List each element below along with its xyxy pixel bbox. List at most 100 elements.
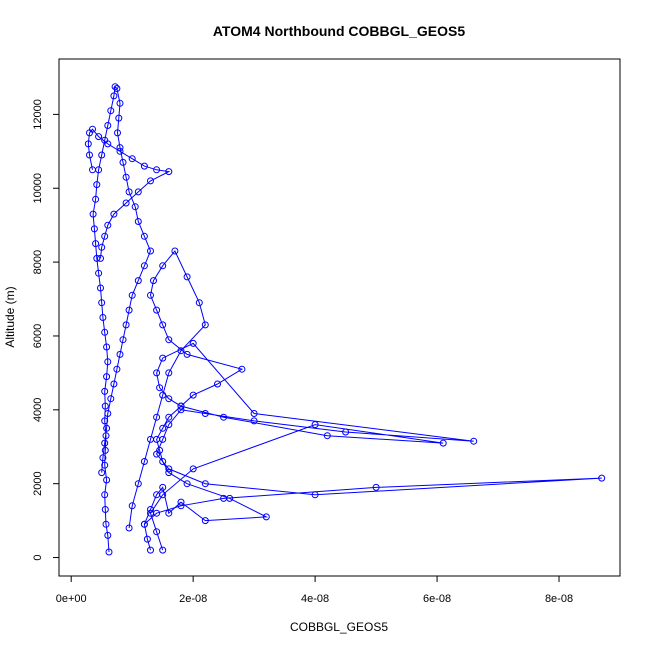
data-point [102,520,110,528]
data-point [95,133,103,141]
data-point [92,240,100,248]
data-point [101,387,109,395]
data-point [165,395,173,403]
data-point [99,454,107,462]
data-point [134,188,142,196]
data-point [189,465,197,473]
data-point [177,502,185,510]
data-point [86,151,93,159]
data-point [311,421,319,429]
data-point [90,225,98,233]
data-point [122,173,130,181]
data-point [165,509,173,517]
series-line [92,85,152,553]
data-point [201,410,209,417]
data-point [101,402,109,410]
plot-frame [58,58,621,577]
data-point [134,480,142,488]
data-point [95,269,103,277]
data-point [189,339,197,347]
data-point [140,262,148,270]
data-point [116,147,124,155]
data-point [159,491,167,499]
data-point [107,107,115,115]
data-point [140,520,148,528]
data-point [159,483,167,491]
data-point [103,476,111,484]
data-point [201,517,209,525]
data-point [153,528,161,536]
data-point [84,140,92,148]
data-point [598,474,606,482]
data-point [93,181,101,189]
data-point [125,306,133,314]
data-point [113,365,121,373]
x-tick-label: 0e+00 [56,593,87,605]
data-point [98,299,106,307]
data-point [98,243,106,251]
data-point [105,548,113,556]
data-point [183,350,191,358]
data-point [140,232,148,240]
data-point [159,458,167,465]
y-axis: 0 2000 4000 6000 8000 10000 12000 [32,99,60,561]
data-point [97,254,104,262]
data-point [101,461,109,469]
data-point [183,273,191,281]
data-point [177,498,185,506]
data-point [159,354,167,362]
data-point [89,125,96,133]
y-tick-label: 10000 [32,173,44,204]
data-point [159,321,167,329]
data-point [150,277,157,285]
data-point [110,210,118,218]
x-tick-label: 4e-08 [301,593,329,605]
series-line [144,342,602,551]
data-point [156,384,164,392]
data-point [165,336,173,344]
y-tick-label: 2000 [32,471,44,495]
data-point [104,358,112,366]
data-point [102,432,110,440]
data-point [119,158,127,166]
data-point [110,92,118,100]
data-point [143,535,151,543]
data-point [250,417,258,425]
data-point [131,203,139,211]
data-point [104,531,112,539]
data-point [153,413,161,421]
y-axis-label: Altitude (m) [3,286,17,347]
data-point [470,437,478,445]
chart-title: ATOM4 Northbound COBBGL_GEOS5 [213,23,465,39]
data-point [93,254,101,262]
y-tick-label: 4000 [32,398,44,422]
data-point [103,373,111,381]
x-axis-label: COBBGL_GEOS5 [290,620,388,634]
data-point [220,494,228,502]
data-point [159,424,167,432]
data-point [147,435,154,443]
y-tick-label: 8000 [32,250,44,274]
data-point [125,188,133,196]
data-point [89,210,97,218]
data-point [147,247,154,255]
data-point [122,321,130,329]
data-point [116,99,124,107]
data-point [128,155,136,163]
data-point [104,140,112,148]
data-point [147,546,154,554]
data-point [128,291,136,299]
data-point [116,350,124,358]
data-point [171,247,179,255]
data-point [107,395,115,403]
data-point [134,218,142,225]
data-point [140,162,148,170]
data-point [153,450,161,458]
data-point [153,369,161,377]
x-tick-label: 2e-08 [179,593,207,605]
x-axis: 0e+00 2e-08 4e-08 6e-08 8e-08 [56,575,573,605]
data-point [114,129,121,137]
data-point [101,417,109,425]
data-point [177,406,185,414]
data-point [101,446,109,454]
